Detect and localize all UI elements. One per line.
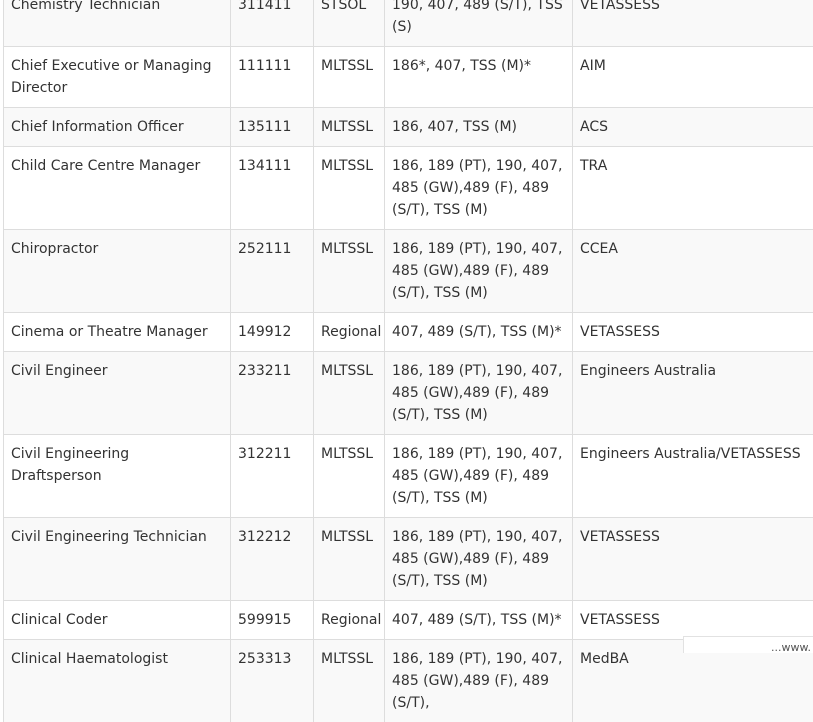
assessing-authority-cell: VETASSESS bbox=[573, 518, 813, 601]
occupation-cell: Clinical Coder bbox=[4, 601, 231, 640]
occupation-cell: Child Care Centre Manager bbox=[4, 147, 231, 230]
visa-subclasses-cell: 186*, 407, TSS (M)* bbox=[385, 47, 573, 108]
occupation-cell: Cinema or Theatre Manager bbox=[4, 313, 231, 352]
visa-subclasses-cell: 186, 189 (PT), 190, 407, 485 (GW),489 (F… bbox=[385, 435, 573, 518]
visa-subclasses-cell: 186, 189 (PT), 190, 407, 485 (GW),489 (F… bbox=[385, 230, 573, 313]
visa-subclasses-cell: 407, 489 (S/T), TSS (M)* bbox=[385, 313, 573, 352]
occupation-cell: Civil Engineering Technician bbox=[4, 518, 231, 601]
skill-list-cell: MLTSSL bbox=[314, 518, 385, 601]
skill-list-cell: MLTSSL bbox=[314, 640, 385, 722]
assessing-authority-cell: ACS bbox=[573, 108, 813, 147]
occupation-cell: Chemistry Technician bbox=[4, 0, 231, 47]
skill-list-cell: MLTSSL bbox=[314, 147, 385, 230]
skill-list-cell: STSOL bbox=[314, 0, 385, 47]
assessing-authority-cell: CCEA bbox=[573, 230, 813, 313]
skill-list-cell: MLTSSL bbox=[314, 47, 385, 108]
occupation-cell: Chiropractor bbox=[4, 230, 231, 313]
visa-subclasses-cell: 407, 489 (S/T), TSS (M)* bbox=[385, 601, 573, 640]
occupation-cell: Civil Engineer bbox=[4, 352, 231, 435]
anzsco-code-cell: 134111 bbox=[231, 147, 314, 230]
watermark-overlay: ...www. bbox=[683, 636, 813, 653]
visa-subclasses-cell: 186, 189 (PT), 190, 407, 485 (GW),489 (F… bbox=[385, 147, 573, 230]
anzsco-code-cell: 135111 bbox=[231, 108, 314, 147]
anzsco-code-cell: 312211 bbox=[231, 435, 314, 518]
skill-list-cell: MLTSSL bbox=[314, 352, 385, 435]
occupation-cell: Clinical Haematologist bbox=[4, 640, 231, 722]
anzsco-code-cell: 253313 bbox=[231, 640, 314, 722]
skill-list-cell: MLTSSL bbox=[314, 435, 385, 518]
skill-list-cell: Regional bbox=[314, 601, 385, 640]
visa-subclasses-cell: 186, 189 (PT), 190, 407, 485 (GW),489 (F… bbox=[385, 640, 573, 722]
assessing-authority-cell: TRA bbox=[573, 147, 813, 230]
assessing-authority-cell: VETASSESS bbox=[573, 601, 813, 640]
skill-list-cell: MLTSSL bbox=[314, 230, 385, 313]
visa-subclasses-cell: 190, 407, 489 (S/T), TSS (S) bbox=[385, 0, 573, 47]
assessing-authority-cell: VETASSESS bbox=[573, 0, 813, 47]
anzsco-code-cell: 312212 bbox=[231, 518, 314, 601]
occupation-cell: Chief Information Officer bbox=[4, 108, 231, 147]
visa-subclasses-cell: 186, 189 (PT), 190, 407, 485 (GW),489 (F… bbox=[385, 518, 573, 601]
anzsco-code-cell: 311411 bbox=[231, 0, 314, 47]
occupation-cell: Civil Engineering Draftsperson bbox=[4, 435, 231, 518]
anzsco-code-cell: 111111 bbox=[231, 47, 314, 108]
visa-subclasses-cell: 186, 189 (PT), 190, 407, 485 (GW),489 (F… bbox=[385, 352, 573, 435]
anzsco-code-cell: 252111 bbox=[231, 230, 314, 313]
occupation-cell: Chief Executive or Managing Director bbox=[4, 47, 231, 108]
assessing-authority-cell: Engineers Australia bbox=[573, 352, 813, 435]
visa-subclasses-cell: 186, 407, TSS (M) bbox=[385, 108, 573, 147]
skill-list-cell: MLTSSL bbox=[314, 108, 385, 147]
assessing-authority-cell: AIM bbox=[573, 47, 813, 108]
skill-list-cell: Regional bbox=[314, 313, 385, 352]
anzsco-code-cell: 233211 bbox=[231, 352, 314, 435]
assessing-authority-cell: VETASSESS bbox=[573, 313, 813, 352]
assessing-authority-cell: Engineers Australia/VETASSESS bbox=[573, 435, 813, 518]
anzsco-code-cell: 599915 bbox=[231, 601, 314, 640]
anzsco-code-cell: 149912 bbox=[231, 313, 314, 352]
